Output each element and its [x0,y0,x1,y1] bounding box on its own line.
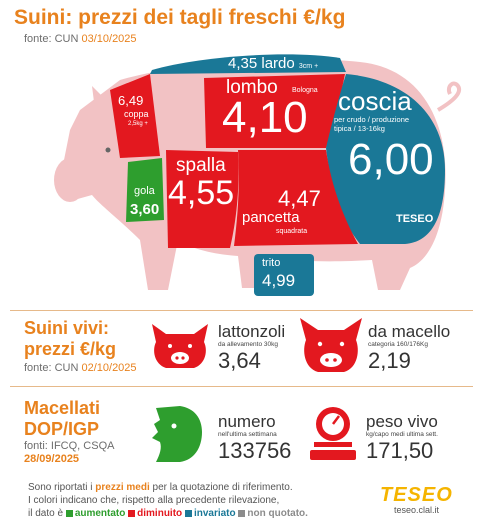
cut-gola [126,158,164,222]
cut-lardo-text: 4,35 lardo 3cm + [228,56,318,71]
live-source-date: 02/10/2025 [81,362,137,374]
cut-pancetta-value: 4,47 [278,186,321,211]
legend-same: invariato [193,508,236,519]
pig-profile-icon [152,406,202,462]
slaughter-date: 28/09/2025 [24,453,80,465]
cut-gola-label: gola [134,185,155,197]
peso-note: kg/capo medi ultima sett. [366,431,438,438]
legend-swatch-na [238,509,246,517]
legend-na: non quotato. [247,508,308,519]
cut-lombo [204,74,345,148]
cut-lardo-label: lardo [261,55,295,72]
lattonzoli-label: lattonzoli [218,322,286,341]
macello-note: categoria 160/176Kg [368,341,428,348]
footer-line1-b: prezzi medi [95,482,150,493]
cut-pancetta [234,150,358,246]
legend-swatch-down [128,509,136,517]
cut-lombo-value: 4,10 [222,93,308,142]
cut-lardo [150,54,346,74]
pig-snout [54,158,86,202]
cut-coscia-value: 6,00 [348,135,434,184]
cut-coscia [326,74,445,244]
cut-spalla-value: 4,55 [168,174,235,212]
live-source: fonte: CUN 02/10/2025 [24,362,137,374]
numero-note: nell'ultima settimana [218,431,277,438]
legend-down: diminuito [137,508,183,519]
cut-coscia-note2: tipica / 13-16kg [334,124,385,133]
cut-pancetta-note: squadrata [276,228,308,235]
cut-coscia-note1: per crudo / produzione [334,115,410,124]
live-title-line1: Suini vivi: [24,318,110,338]
header-source-date: 03/10/2025 [81,33,137,45]
cut-coppa-value: 6,49 [118,93,144,108]
live-title-line2: prezzi €/kg [24,339,117,359]
header-source-label: fonte: CUN [24,33,79,45]
cut-lombo-label: lombo [226,77,278,98]
pig-watermark: TESEO [396,213,434,225]
numero-label: numero [218,412,276,431]
cut-coppa [110,74,160,158]
brand-logo: TESEO [380,484,453,506]
legend-swatch-up [65,509,73,517]
numero-value: 133756 [218,438,292,463]
piglet-head-icon [152,324,208,368]
footer-line3-a: il dato è [28,508,64,519]
footer-note: Sono riportati i prezzi medi per la quot… [28,481,308,520]
cut-trito-value: 4,99 [262,271,296,290]
peso-value: 171,50 [366,438,434,463]
slaughter-title-line1: Macellati [24,398,101,418]
divider-2 [10,386,473,387]
scale-icon [310,407,356,460]
slaughter-title-line2: DOP/IGP [24,419,100,439]
cut-trito-label: trito [262,257,281,269]
cut-lombo-note: Bologna [292,87,318,94]
lattonzoli-value: 3,64 [218,348,261,373]
lattonzoli-note: da allevamento 30kg [218,341,278,348]
macello-label: da macello [368,322,451,341]
divider-1 [10,310,473,311]
pig-cuts-illustration [54,54,461,296]
cut-spalla [166,150,239,248]
cut-gola-value: 3,60 [130,201,160,218]
cut-coppa-label: coppa [124,109,149,119]
pig-ear [92,86,112,118]
legend-swatch-same [184,509,192,517]
live-source-label: fonte: CUN [24,362,79,374]
pig-eye [105,147,111,153]
slaughter-source: fonti: IFCQ, CSQA [24,440,115,452]
pig-head-icon [300,318,362,372]
pig-tail [436,81,461,112]
cut-pancetta-label: pancetta [242,209,300,226]
cut-lardo-note: 3cm + [298,63,319,70]
cut-coppa-note: 2,5kg + [128,121,148,127]
footer-line2: I colori indicano che, rispetto alla pre… [28,495,280,506]
cut-spalla-label: spalla [176,155,226,176]
brand-site[interactable]: teseo.clal.it [394,505,440,515]
peso-label: peso vivo [366,412,438,431]
cut-coscia-label: coscia [338,86,412,116]
live-title: Suini vivi: prezzi €/kg [24,318,116,360]
slaughter-title: Macellati DOP/IGP [24,398,100,440]
cut-trito [254,254,314,296]
footer-line3: il dato è aumentato diminuito invariato … [28,507,308,520]
legend-up: aumentato [74,508,126,519]
footer-line1: Sono riportati i prezzi medi per la quot… [28,481,308,494]
footer-line1-c: per la quotazione di riferimento. [152,482,293,493]
cut-lardo-value: 4,35 [228,55,258,72]
macello-value: 2,19 [368,348,411,373]
footer-line1-a: Sono riportati i [28,482,93,493]
header-source: fonte: CUN 03/10/2025 [24,33,137,45]
page-title: Suini: prezzi dei tagli freschi €/kg [14,6,346,29]
